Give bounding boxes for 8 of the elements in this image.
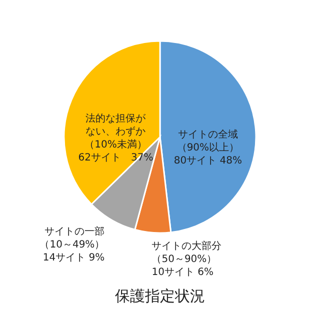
slice-label: サイトの全域（90%以上） [176,128,240,154]
text: 保護指定状況 [115,287,205,306]
data-label: 14サイト 9% [42,252,105,264]
slice-label: サイトの大部分（50～90%） [152,240,222,266]
slice-label: 法的な担保がない、わずか（10%未満） [84,112,147,150]
data-label: 10サイト 6% [152,267,214,278]
slice-label: サイトの一部（10～49%） [40,225,105,250]
data-label: 80サイト 48% [174,155,242,166]
